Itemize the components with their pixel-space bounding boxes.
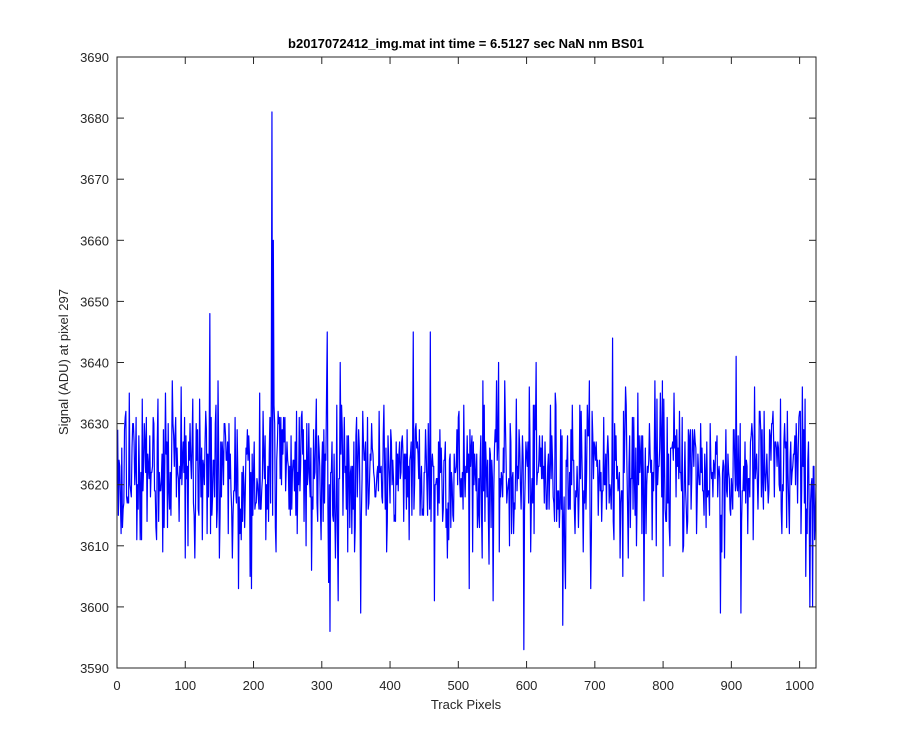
x-tick-label: 200 [243,678,265,693]
x-tick-label: 900 [721,678,743,693]
series-layer [117,111,817,651]
y-axis-label: Signal (ADU) at pixel 297 [56,289,71,435]
x-tick-label: 100 [174,678,196,693]
tick-layer: 0 100 200 300 400 500 600 700 800 900 1000 3590 3600… [80,50,816,693]
x-tick-label: 0 [113,678,120,693]
x-tick-label: 400 [379,678,401,693]
x-tick-label: 1000 [785,678,814,693]
x-tick-label: 800 [652,678,674,693]
x-tick-label: 600 [516,678,538,693]
x-tick-label: 700 [584,678,606,693]
series-line [117,111,817,651]
y-tick-label: 3600 [80,600,109,615]
y-tick-label: 3660 [80,233,109,248]
y-tick-label: 3670 [80,172,109,187]
y-tick-label: 3640 [80,356,109,371]
y-tick-label: 3630 [80,417,109,432]
y-tick-label: 3590 [80,661,109,676]
chart-title: b2017072412_img.mat int time = 6.5127 se… [288,36,644,51]
x-tick-label: 500 [447,678,469,693]
y-tick-label: 3680 [80,111,109,126]
x-axis-label: Track Pixels [431,697,502,712]
y-tick-label: 3690 [80,50,109,65]
y-tick-label: 3650 [80,294,109,309]
y-tick-label: 3610 [80,539,109,554]
x-tick-label: 300 [311,678,333,693]
plot-background [117,57,816,668]
y-tick-label: 3620 [80,478,109,493]
